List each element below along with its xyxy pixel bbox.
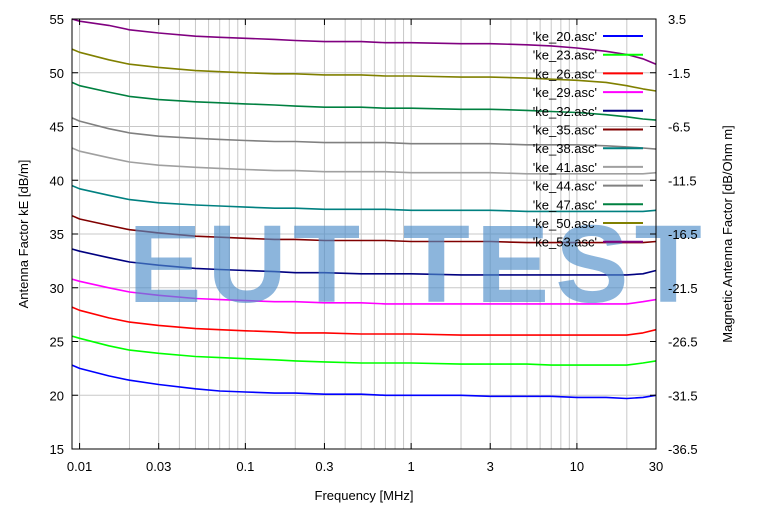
series-lines [71,18,657,400]
x-tick-label: 0.01 [67,459,92,474]
y2-tick-label: 3.5 [668,12,686,27]
legend-label: 'ke_29.asc' [533,85,597,100]
y2-tick-label: -11.5 [668,173,697,188]
legend-label: 'ke_50.asc' [533,216,597,231]
series-line-7 [71,147,657,175]
series-line-0 [71,364,657,400]
y2-tick-label: -36.5 [668,442,698,457]
legend-label: 'ke_20.asc' [533,29,597,44]
series-line-4 [71,248,657,276]
series-line-8 [71,117,657,150]
y-tick-label: 35 [50,227,64,242]
watermark-text: EUT TEST [128,203,708,326]
legend-label: 'ke_32.asc' [533,104,597,119]
x-tick-label: 0.03 [146,459,171,474]
legend-label: 'ke_26.asc' [533,66,597,81]
y-tick-label: 20 [50,388,64,403]
legend-label: 'ke_41.asc' [533,160,597,175]
x-tick-label: 1 [408,459,415,474]
y2-tick-label: -26.5 [668,335,698,350]
series-line-9 [71,81,657,121]
y2-tick-label: -6.5 [668,120,690,135]
legend-label: 'ke_38.asc' [533,141,597,156]
series-line-5 [71,214,657,244]
y-tick-label: 40 [50,173,64,188]
y2-tick-label: -16.5 [668,227,698,242]
legend: 'ke_20.asc' 'ke_23.asc' 'ke_26.asc' 'ke_29.… [533,29,643,250]
series-line-2 [71,306,657,336]
series-line-10 [71,48,657,92]
x-axis-label: Frequency [MHz] [315,488,414,503]
y2-tick-label: -31.5 [668,388,698,403]
legend-label: 'ke_47.asc' [533,197,597,212]
y2-tick-label: -21.5 [668,281,698,296]
x-tick-label: 3 [487,459,494,474]
x-tick-label: 0.1 [236,459,254,474]
y-tick-label: 45 [50,120,64,135]
y-tick-label: 25 [50,335,64,350]
y-tick-label: 30 [50,281,64,296]
x-tick-label: 0.3 [315,459,333,474]
y-axis-label: Antenna Factor kE [dB/m] [16,160,31,309]
legend-label: 'ke_23.asc' [533,48,597,63]
series-line-6 [71,184,657,213]
series-line-11 [71,18,657,65]
series-line-3 [71,278,657,305]
series-line-1 [71,335,657,366]
x-tick-label: 30 [649,459,663,474]
y-tick-label: 50 [50,66,64,81]
y2-tick-label: -1.5 [668,66,690,81]
grid-lines [72,19,656,449]
legend-label: 'ke_44.asc' [533,179,597,194]
legend-label: 'ke_53.asc' [533,235,597,250]
legend-label: 'ke_35.asc' [533,123,597,138]
x-tick-label: 10 [570,459,584,474]
axis-ticks: 0.01 0.03 0.1 0.3 1 3 10 30 15 20 25 30 35 40 45 50 55 -3… [50,12,698,474]
y-tick-label: 55 [50,12,64,27]
y-tick-label: 15 [50,442,64,457]
y2-axis-label: Magnetic Antenna Factor [dB/Ohm m] [720,125,735,343]
